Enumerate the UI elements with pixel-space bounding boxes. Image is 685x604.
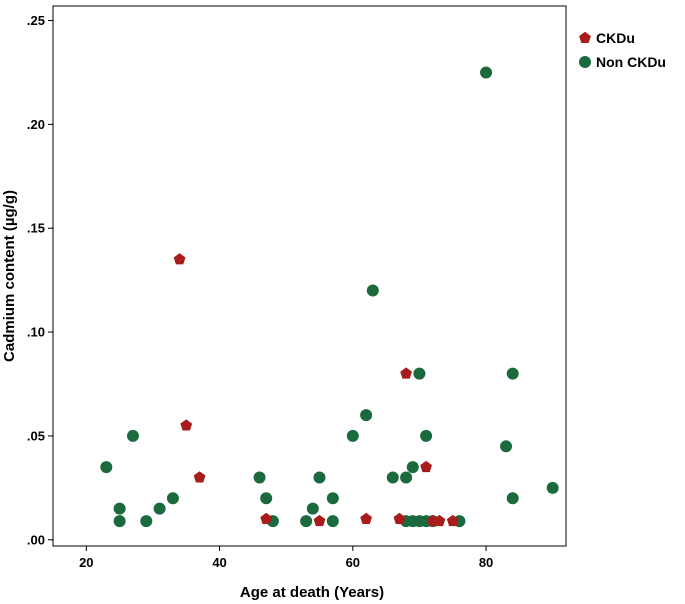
legend-label: CKDu — [596, 30, 635, 46]
non-ckdu-point — [386, 471, 399, 484]
non-ckdu-point — [346, 429, 359, 442]
legend-label: Non CKDu — [596, 54, 666, 70]
ckdu-point — [313, 514, 326, 527]
non-ckdu-point — [153, 502, 166, 515]
ckdu-point — [193, 471, 206, 483]
non-ckdu-point — [480, 66, 493, 79]
legend-marker — [579, 31, 591, 44]
ckdu-point — [360, 512, 373, 525]
y-axis-title: Cadmium content (µg/g) — [1, 190, 18, 362]
legend: CKDu Non CKDu — [579, 30, 666, 70]
non-ckdu-point — [306, 502, 319, 515]
ckdu-point — [420, 460, 432, 473]
non-ckdu-point — [360, 409, 373, 422]
x-tick-label: 20 — [79, 555, 93, 570]
y-tick-label: .05 — [27, 428, 45, 443]
ckdu-point — [173, 253, 186, 265]
non-ckdu-point — [506, 367, 519, 380]
non-ckdu-point — [313, 471, 326, 484]
x-tick-label: 40 — [212, 555, 226, 570]
non-ckdu-point — [326, 515, 339, 528]
non-ckdu-point — [166, 492, 179, 505]
non-ckdu-point — [113, 515, 126, 528]
non-ckdu-point — [546, 481, 559, 494]
non-ckdu-point — [100, 461, 113, 474]
plot-frame — [52, 5, 567, 547]
non-ckdu-point — [420, 429, 433, 442]
y-tick-label: .20 — [27, 117, 45, 132]
x-axis-title: Age at death (Years) — [240, 584, 384, 601]
non-ckdu-point — [300, 515, 313, 528]
ckdu-point — [446, 514, 459, 527]
ckdu-point — [260, 512, 273, 525]
non-ckdu-point — [260, 492, 273, 505]
y-axis-ticks: .00 .05 .10 .15 .20 .25 — [27, 13, 53, 547]
y-tick-label: .15 — [27, 221, 45, 236]
x-axis-ticks: 20 40 60 80 — [79, 546, 493, 570]
ckdu-point — [433, 514, 446, 527]
non-ckdu-point — [400, 471, 413, 484]
non-ckdu-point — [506, 492, 519, 505]
non-ckdu-point — [126, 429, 139, 442]
non-ckdu-point — [366, 284, 379, 297]
non-ckdu-point — [406, 461, 419, 474]
data-points — [100, 66, 559, 528]
ckdu-point — [393, 512, 406, 525]
y-tick-label: .25 — [27, 13, 45, 28]
legend-marker — [579, 56, 591, 68]
x-tick-label: 80 — [479, 555, 493, 570]
non-ckdu-point — [253, 471, 266, 484]
y-tick-label: .00 — [27, 532, 45, 547]
x-tick-label: 60 — [346, 555, 360, 570]
non-ckdu-point — [413, 367, 426, 380]
non-ckdu-point — [140, 515, 153, 528]
y-tick-label: .10 — [27, 325, 45, 340]
non-ckdu-point — [113, 502, 126, 515]
ckdu-point — [400, 367, 412, 379]
non-ckdu-point — [326, 492, 339, 505]
non-ckdu-point — [500, 440, 513, 453]
ckdu-point — [180, 419, 193, 431]
